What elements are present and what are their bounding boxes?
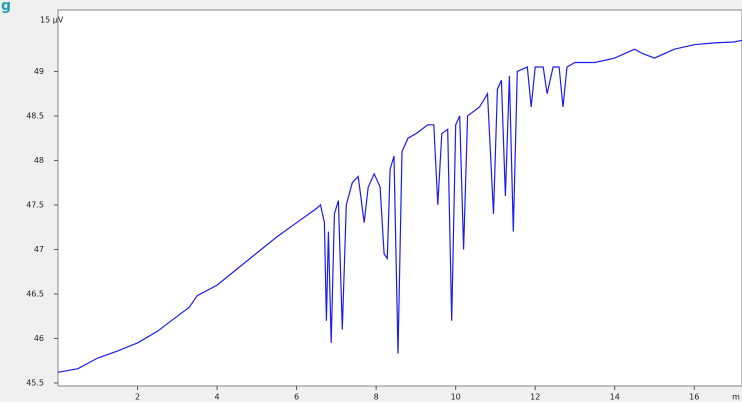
header-fragment: g [1, 0, 11, 14]
signal-line [57, 39, 742, 373]
y-tick-label: 45.5 [26, 378, 44, 387]
x-tick-label: 6 [294, 393, 299, 402]
y-tick-label: 47 [34, 245, 44, 254]
x-tick-label: 2 [135, 393, 140, 402]
x-tick-label: 10 [451, 393, 461, 402]
x-tick-label: 4 [215, 393, 220, 402]
x-tick-label: 8 [374, 393, 379, 402]
y-tick-label: 46.5 [26, 289, 44, 298]
x-tick-label: 16 [689, 393, 699, 402]
y-tick-label: 48.5 [26, 111, 44, 120]
plot-area [57, 9, 742, 387]
x-tick-label: 12 [530, 393, 540, 402]
y-tick-label: 49 [34, 67, 44, 76]
y-tick-label: 48 [34, 156, 44, 165]
x-axis-label: m [732, 393, 740, 402]
y-tick-label: 46 [34, 334, 44, 343]
y-tick-label: 47.5 [26, 200, 44, 209]
x-tick-label: 14 [610, 393, 620, 402]
y-axis-label: 15 µV [40, 16, 64, 25]
